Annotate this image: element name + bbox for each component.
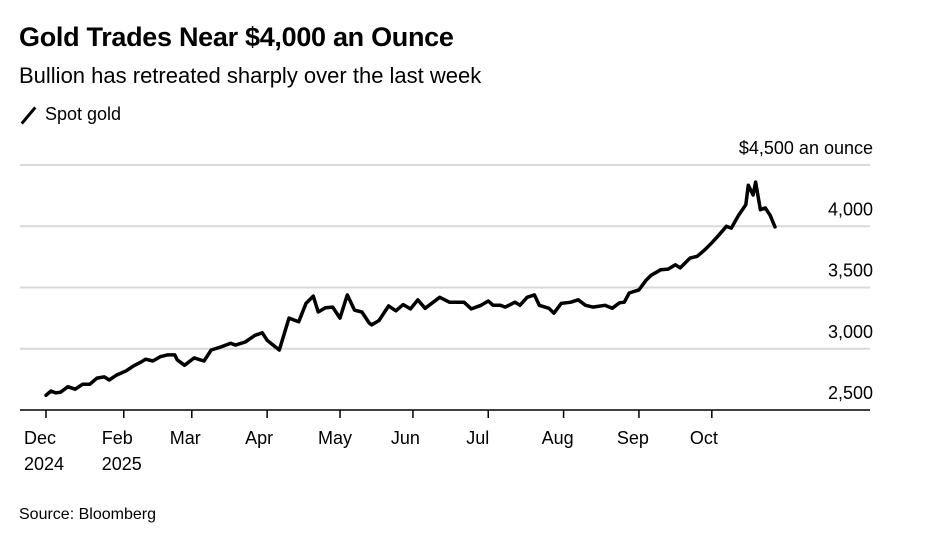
series-line-spot-gold bbox=[44, 180, 777, 398]
x-tick-sublabel: 2024 bbox=[24, 454, 64, 474]
x-tick-label: Aug bbox=[542, 428, 574, 448]
x-tick-label: Dec bbox=[24, 428, 56, 448]
x-tick-label: Jul bbox=[466, 428, 489, 448]
x-tick-label: Feb bbox=[102, 428, 133, 448]
chart-subtitle: Bullion has retreated sharply over the l… bbox=[19, 63, 482, 88]
y-tick-label: 3,000 bbox=[828, 322, 873, 342]
y-tick-label: $4,500 an ounce bbox=[739, 138, 873, 158]
y-tick-label: 4,000 bbox=[828, 199, 873, 219]
x-tick-sublabel: 2025 bbox=[102, 454, 142, 474]
chart-title: Gold Trades Near $4,000 an Ounce bbox=[19, 22, 454, 52]
x-tick-label: May bbox=[318, 428, 352, 448]
x-tick-label: Oct bbox=[690, 428, 718, 448]
source-note: Source: Bloomberg bbox=[19, 506, 156, 523]
x-tick-label: Jun bbox=[391, 428, 420, 448]
x-tick-label: Sep bbox=[617, 428, 649, 448]
x-tick-label: Apr bbox=[245, 428, 273, 448]
y-tick-label: 2,500 bbox=[828, 383, 873, 403]
legend: Spot gold bbox=[19, 104, 121, 125]
legend-label: Spot gold bbox=[45, 104, 122, 124]
x-tick-label: Mar bbox=[170, 428, 201, 448]
y-tick-label: 3,500 bbox=[828, 261, 873, 281]
